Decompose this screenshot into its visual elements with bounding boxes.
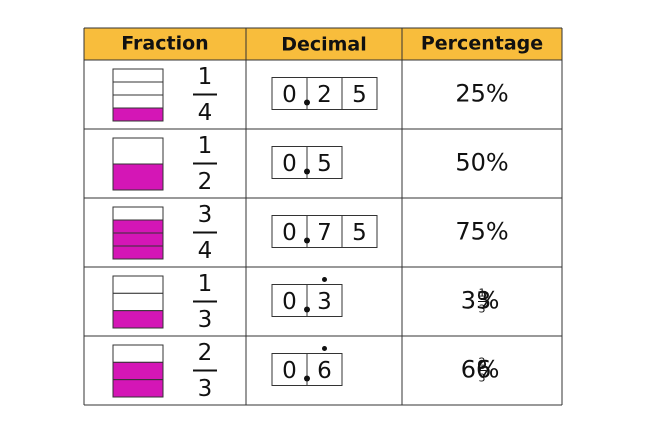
digit-box xyxy=(341,77,378,110)
fraction-strip xyxy=(112,379,164,398)
recurring-dot xyxy=(322,346,327,351)
fraction-strip xyxy=(112,361,164,381)
decimal-digit: 5 xyxy=(352,220,367,246)
fraction-strip xyxy=(112,275,164,294)
decimal-digit: 0 xyxy=(282,82,297,108)
decimal-point xyxy=(304,168,310,175)
header-background xyxy=(84,28,562,60)
fraction-strip xyxy=(112,163,164,191)
fraction-strip xyxy=(112,219,164,234)
percentage-whole: 33 xyxy=(461,287,492,315)
digit-box xyxy=(306,284,343,317)
recurring-dot xyxy=(322,277,327,282)
percentage-sign: % xyxy=(477,356,500,384)
decimal-digit: 3 xyxy=(317,289,332,315)
fraction-numerator: 2 xyxy=(198,340,213,366)
fraction-strip xyxy=(112,344,164,363)
fraction-strip xyxy=(112,232,164,247)
decimal-point xyxy=(304,375,310,382)
decimal-point xyxy=(304,237,310,244)
fraction-strip xyxy=(112,94,164,109)
decimal-digit: 5 xyxy=(317,151,332,177)
fraction-strip xyxy=(112,310,164,329)
fraction-numerator: 1 xyxy=(198,64,213,90)
header-cell: Percentage xyxy=(421,33,543,55)
fraction-strip xyxy=(112,137,164,165)
fraction-numerator: 3 xyxy=(198,202,213,228)
percentage-numerator: 1 xyxy=(479,287,486,300)
fraction-denominator: 3 xyxy=(198,307,213,333)
fraction-numerator: 1 xyxy=(198,271,213,297)
percentage-whole: 66 xyxy=(461,356,492,384)
decimal-point xyxy=(304,306,310,313)
digit-box xyxy=(306,146,343,179)
fraction-denominator: 2 xyxy=(198,169,213,195)
percentage: 75% xyxy=(455,218,508,246)
header-cell: Decimal xyxy=(281,34,367,56)
decimal-digit: 0 xyxy=(282,151,297,177)
decimal-digit: 0 xyxy=(282,289,297,315)
percentage-numerator: 2 xyxy=(479,356,486,369)
fraction-strip xyxy=(112,206,164,221)
fraction-denominator: 3 xyxy=(198,376,213,402)
percentage: 25% xyxy=(455,80,508,108)
fraction-strip xyxy=(112,81,164,96)
percentage-sign: % xyxy=(477,287,500,315)
decimal-digit: 7 xyxy=(317,220,332,246)
fraction-strip xyxy=(112,107,164,122)
percentage: 50% xyxy=(455,149,508,177)
decimal-digit: 2 xyxy=(317,82,332,108)
fraction-denominator: 4 xyxy=(198,100,213,126)
decimal-point xyxy=(304,99,310,106)
fraction-denominator: 4 xyxy=(198,238,213,264)
percentage-denominator: 3 xyxy=(479,372,486,385)
decimal-digit: 0 xyxy=(282,220,297,246)
percentage-denominator: 3 xyxy=(479,303,486,316)
digit-box xyxy=(341,215,378,248)
header-cell: Fraction xyxy=(121,33,208,55)
digit-box xyxy=(306,353,343,386)
fraction-strip xyxy=(112,292,164,312)
fraction-numerator: 1 xyxy=(198,133,213,159)
decimal-digit: 6 xyxy=(317,358,332,384)
decimal-digit: 5 xyxy=(352,82,367,108)
fraction-strip xyxy=(112,245,164,260)
decimal-digit: 0 xyxy=(282,358,297,384)
fraction-strip xyxy=(112,68,164,83)
